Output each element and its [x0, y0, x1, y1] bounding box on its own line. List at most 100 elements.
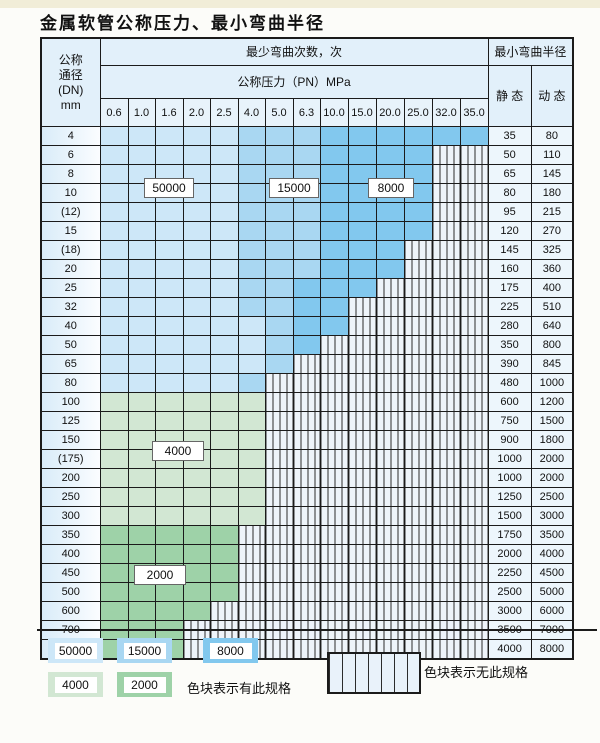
legend-swatch-4000: 4000 — [48, 672, 103, 697]
cycle-cell-8000 — [403, 126, 433, 146]
no-spec-cell — [459, 392, 489, 412]
table-body: 4 35 80 6 50 110 8 65 145 10 80 180 (12) 95 215 15 120 27… — [40, 126, 574, 660]
table-row: (175) 1000 2000 — [40, 449, 574, 469]
static-value-cell: 160 — [487, 259, 532, 279]
cycle-cell-50000 — [182, 126, 211, 146]
cycle-cell-50000 — [127, 354, 156, 374]
radius-header: 最小弯曲半径 — [487, 37, 574, 66]
no-spec-cell — [431, 278, 461, 298]
static-value-cell: 145 — [487, 240, 532, 260]
no-spec-cell — [264, 430, 294, 450]
cycle-cell-15000 — [264, 202, 294, 222]
cycle-cell-50000 — [127, 316, 156, 336]
cycle-cell-50000 — [127, 145, 156, 165]
table-row: 40 280 640 — [40, 316, 574, 336]
cycle-cell-2000 — [154, 601, 184, 621]
static-value-cell: 600 — [487, 392, 532, 412]
dynamic-value-cell: 3500 — [530, 525, 574, 545]
cycle-cell-4000 — [154, 411, 184, 431]
cycle-cell-8000 — [347, 145, 377, 165]
cycle-cell-2000 — [209, 544, 239, 564]
no-spec-cell — [347, 544, 377, 564]
no-spec-cell — [319, 487, 349, 507]
no-spec-cell — [431, 297, 461, 317]
static-value-cell: 35 — [487, 126, 532, 146]
table-row: 300 1500 3000 — [40, 506, 574, 526]
dn-cell: 400 — [40, 544, 101, 564]
table-row: 100 600 1200 — [40, 392, 574, 412]
dynamic-value-cell: 270 — [530, 221, 574, 241]
dn-cell: 32 — [40, 297, 101, 317]
dn-cell: 125 — [40, 411, 101, 431]
table-row: 600 3000 6000 — [40, 601, 574, 621]
cycle-cell-50000 — [182, 259, 211, 279]
dn-cell: (18) — [40, 240, 101, 260]
cycle-cell-15000 — [264, 259, 294, 279]
table-row: 400 2000 4000 — [40, 544, 574, 564]
cycle-cell-8000 — [319, 221, 349, 241]
no-spec-cell — [431, 525, 461, 545]
no-spec-cell — [264, 487, 294, 507]
no-spec-cell — [403, 354, 433, 374]
no-spec-cell — [403, 240, 433, 260]
table-row: 25 175 400 — [40, 278, 574, 298]
no-spec-cell — [347, 468, 377, 488]
cycle-cell-50000 — [127, 259, 156, 279]
no-spec-cell — [459, 240, 489, 260]
dynamic-value-cell: 4500 — [530, 563, 574, 583]
static-value-cell: 225 — [487, 297, 532, 317]
no-spec-cell — [292, 392, 321, 412]
no-spec-cell — [347, 506, 377, 526]
cycle-cell-50000 — [182, 145, 211, 165]
dn-cell: 150 — [40, 430, 101, 450]
dn-cell: 450 — [40, 563, 101, 583]
no-spec-cell — [403, 392, 433, 412]
no-spec-cell — [347, 582, 377, 602]
cycle-cell-4000 — [99, 411, 129, 431]
no-spec-cell — [237, 582, 266, 602]
no-spec-cell — [431, 316, 461, 336]
no-spec-cell — [459, 601, 489, 621]
static-value-cell: 1250 — [487, 487, 532, 507]
cycle-cell-8000 — [347, 202, 377, 222]
no-spec-cell — [459, 183, 489, 203]
cycle-cell-50000 — [127, 278, 156, 298]
no-spec-cell — [347, 430, 377, 450]
pressure-tick: 5.0 — [264, 98, 294, 127]
legend-swatch-50000: 50000 — [48, 638, 103, 663]
cycle-cell-50000 — [127, 373, 156, 393]
cycle-cell-15000 — [264, 354, 294, 374]
cycle-cell-2000 — [99, 601, 129, 621]
table-row: 20 160 360 — [40, 259, 574, 279]
no-spec-cell — [319, 544, 349, 564]
cycle-cell-50000 — [154, 354, 184, 374]
cycle-cell-15000 — [237, 259, 266, 279]
cycle-cell-8000 — [292, 297, 321, 317]
cycle-cell-50000 — [182, 316, 211, 336]
cycle-cell-50000 — [154, 126, 184, 146]
no-spec-cell — [264, 582, 294, 602]
cycle-cell-50000 — [154, 145, 184, 165]
no-spec-cell — [347, 316, 377, 336]
cycle-cell-4000 — [182, 468, 211, 488]
cycle-cell-15000 — [264, 297, 294, 317]
cycle-cell-8000 — [292, 316, 321, 336]
static-value-cell: 1000 — [487, 449, 532, 469]
no-spec-cell — [347, 392, 377, 412]
dynamic-value-cell: 215 — [530, 202, 574, 222]
cycle-cell-50000 — [209, 126, 239, 146]
legend-label-2000: 2000 — [123, 676, 166, 693]
no-spec-cell — [264, 506, 294, 526]
pressure-tick: 4.0 — [237, 98, 266, 127]
cycle-cell-50000 — [99, 278, 129, 298]
no-spec-cell — [375, 563, 405, 583]
table-row: 450 2250 4500 — [40, 563, 574, 583]
cycle-cell-50000 — [99, 335, 129, 355]
cycle-cell-4000 — [237, 449, 266, 469]
no-spec-cell — [319, 430, 349, 450]
dn-cell: 200 — [40, 468, 101, 488]
table-row: 200 1000 2000 — [40, 468, 574, 488]
no-spec-cell — [292, 411, 321, 431]
no-spec-cell — [459, 449, 489, 469]
no-spec-cell — [431, 373, 461, 393]
